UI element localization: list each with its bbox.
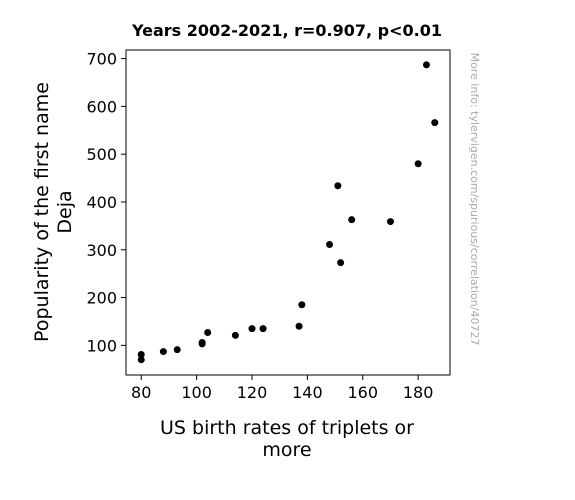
data-point — [204, 328, 212, 336]
data-points — [137, 61, 439, 364]
y-tick-label: 700 — [86, 50, 117, 69]
x-axis-label-line-2: more — [262, 439, 311, 461]
data-point — [259, 325, 267, 333]
x-axis-label-line-1: US birth rates of triplets or — [160, 417, 414, 439]
data-point — [159, 348, 167, 356]
data-point — [414, 160, 422, 168]
data-point — [431, 119, 439, 127]
data-point — [326, 241, 334, 249]
data-point — [137, 356, 145, 364]
data-point — [137, 350, 145, 358]
y-axis-label-line-1: Popularity of the first name — [31, 82, 53, 342]
x-tick-label: 160 — [347, 383, 378, 402]
data-point — [348, 216, 356, 224]
data-point — [298, 301, 306, 309]
watermark-text: More info: tylervigen.com/spurious/corre… — [468, 53, 481, 346]
data-point — [334, 182, 342, 190]
data-point — [386, 218, 394, 226]
x-tick-label: 180 — [403, 383, 434, 402]
x-axis: 80 100 120 140 160 180 — [131, 375, 433, 402]
data-point — [422, 61, 430, 69]
y-tick-label: 300 — [86, 241, 117, 260]
plot-area-frame — [125, 49, 451, 376]
data-point — [173, 346, 181, 354]
data-point — [231, 331, 239, 339]
y-axis: 100 200 300 400 500 600 700 — [86, 50, 126, 355]
y-axis-label-line-2: Deja — [54, 190, 76, 233]
data-point — [295, 322, 303, 330]
data-point — [248, 325, 256, 333]
y-tick-label: 400 — [86, 193, 117, 212]
x-tick-label: 120 — [237, 383, 268, 402]
y-tick-label: 500 — [86, 145, 117, 164]
x-tick-label: 100 — [181, 383, 212, 402]
x-tick-label: 140 — [292, 383, 323, 402]
y-tick-label: 200 — [86, 289, 117, 308]
chart-title: Years 2002-2021, r=0.907, p<0.01 — [131, 21, 442, 40]
x-tick-label: 80 — [131, 383, 151, 402]
y-tick-label: 600 — [86, 97, 117, 116]
data-point — [337, 259, 345, 267]
y-tick-label: 100 — [86, 336, 117, 355]
data-point — [198, 339, 206, 346]
